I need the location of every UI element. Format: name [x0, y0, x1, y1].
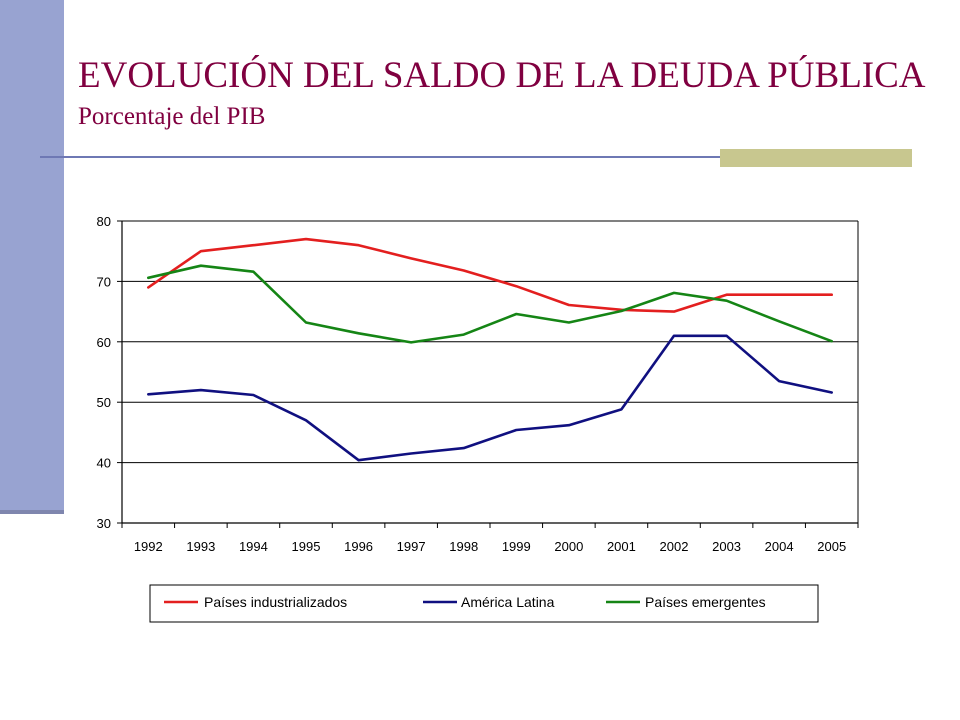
series-line-1	[147, 237, 834, 313]
y-tick-label: 50	[97, 395, 111, 410]
chart-axes	[117, 220, 859, 528]
y-tick-label: 80	[97, 214, 111, 229]
slide-title: EVOLUCIÓN DEL SALDO DE LA DEUDA PÚBLICA	[78, 55, 926, 96]
x-tick-label: 1993	[186, 539, 215, 554]
chart-legend: Países industrializados América Latina Paí…	[149, 584, 819, 623]
y-tick-label: 70	[97, 274, 111, 289]
chart-tick-labels: 30 40 50 60 70 80 1992 1993 1994 1995 1996 1997 1998…	[97, 214, 847, 554]
series-line-3	[147, 264, 834, 344]
legend-label: Países emergentes	[645, 594, 766, 610]
y-tick-label: 60	[97, 335, 111, 350]
x-tick-label: 1997	[397, 539, 426, 554]
legend-label: Países industrializados	[204, 594, 347, 610]
chart-series	[147, 237, 834, 462]
side-decoration-bar	[0, 0, 64, 510]
x-tick-label: 2005	[817, 539, 846, 554]
x-tick-label: 1998	[449, 539, 478, 554]
title-divider-accent	[720, 149, 912, 167]
x-tick-label: 2003	[712, 539, 741, 554]
x-tick-label: 1994	[239, 539, 268, 554]
legend-label: América Latina	[461, 594, 555, 610]
y-tick-label: 30	[97, 516, 111, 531]
x-tick-label: 2000	[554, 539, 583, 554]
title-divider-line	[40, 156, 912, 158]
x-tick-label: 1999	[502, 539, 531, 554]
slide-subtitle: Porcentaje del PIB	[78, 103, 266, 130]
x-tick-label: 1992	[134, 539, 163, 554]
x-tick-label: 2001	[607, 539, 636, 554]
x-tick-label: 1995	[292, 539, 321, 554]
x-tick-label: 2004	[765, 539, 794, 554]
y-tick-label: 40	[97, 456, 111, 471]
chart-gridlines	[122, 220, 858, 464]
side-decoration-bar-shadow	[0, 510, 64, 514]
legend-box	[149, 584, 819, 623]
x-tick-label: 2002	[660, 539, 689, 554]
series-line-2	[147, 334, 834, 462]
x-tick-label: 1996	[344, 539, 373, 554]
